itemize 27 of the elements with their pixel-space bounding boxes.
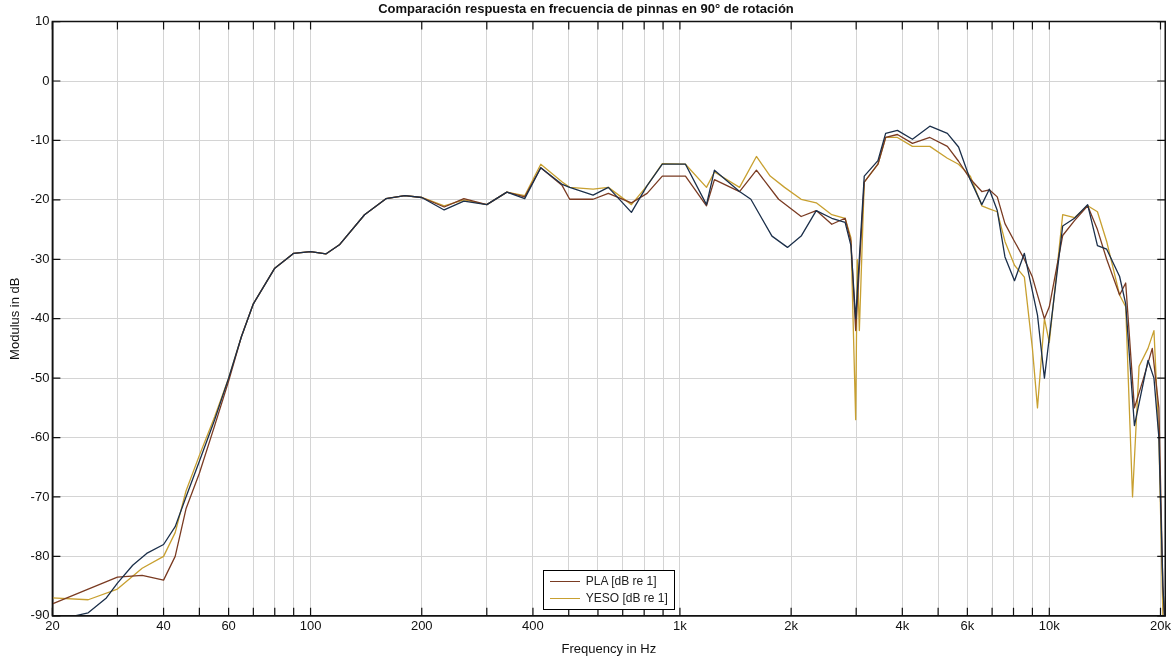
chart-title: Comparación respuesta en frecuencia de pinnas en 90° de rotación: [378, 1, 794, 17]
x-tick-label: 20: [45, 618, 60, 634]
x-axis-title: Frequency in Hz: [561, 640, 657, 656]
y-axis-title: Modulus in dB: [7, 277, 23, 360]
x-tick-label: 100: [299, 618, 322, 634]
x-tick-label: 20k: [1150, 618, 1172, 634]
y-tick-label: -40: [30, 310, 50, 326]
x-tick-label: 200: [410, 618, 433, 634]
y-tick-label: 10: [34, 13, 50, 29]
y-tick-label: -50: [30, 369, 50, 385]
x-tick-label: 6k: [960, 618, 975, 634]
y-tick-label: -20: [30, 191, 50, 207]
x-tick-label: 4k: [895, 618, 910, 634]
x-tick-label: 400: [522, 618, 544, 634]
x-tick-label: 40: [156, 618, 171, 634]
legend-label: PLA [dB re 1]: [585, 574, 657, 589]
x-tick-label: 1k: [673, 618, 688, 634]
y-tick-label: -70: [30, 488, 50, 504]
y-tick-label: -60: [30, 429, 50, 445]
y-tick-label: -80: [30, 547, 50, 563]
x-tick-label: 2k: [784, 618, 799, 634]
legend-label: YESO [dB re 1]: [585, 591, 668, 606]
x-tick-label: 60: [221, 618, 236, 634]
y-tick-label: -10: [30, 132, 50, 148]
y-tick-label: -30: [30, 250, 50, 266]
y-tick-label: 0: [42, 72, 50, 88]
x-tick-label: 10k: [1038, 618, 1061, 634]
